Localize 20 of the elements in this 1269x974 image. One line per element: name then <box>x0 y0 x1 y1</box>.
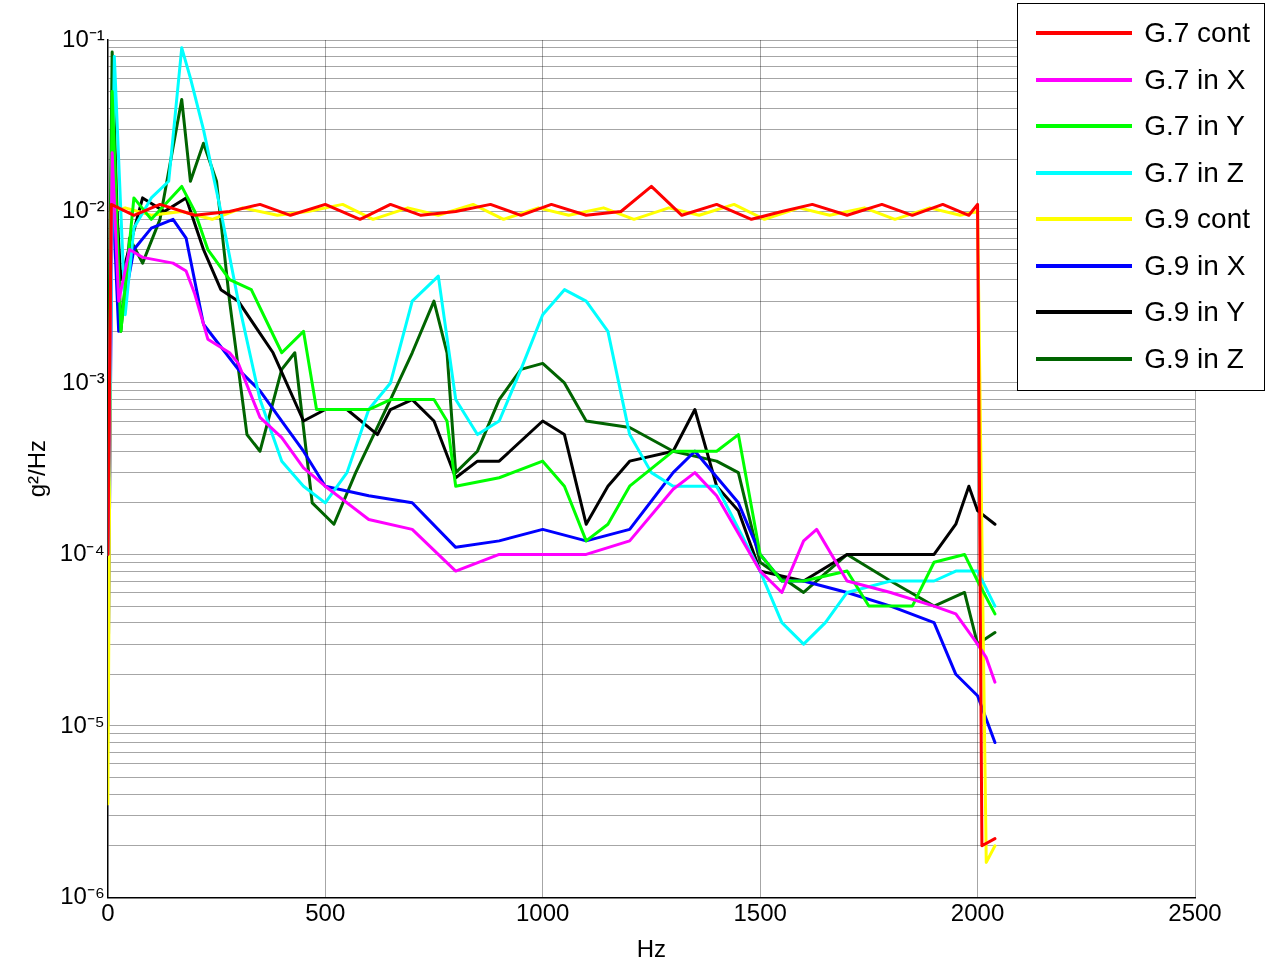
legend-label: G.9 in Y <box>1144 296 1245 329</box>
legend-label: G.7 in Y <box>1144 110 1245 143</box>
x-tick-label: 1500 <box>733 899 787 927</box>
legend-label: G.7 in X <box>1144 63 1246 96</box>
legend-label: G.9 cont <box>1144 203 1250 236</box>
y-tick-label: 10⁻² <box>62 196 105 224</box>
y-tick-label: 10⁻³ <box>62 367 105 395</box>
x-tick-label: 2000 <box>950 899 1005 927</box>
y-axis-title: g²/Hz <box>23 440 51 498</box>
y-tick-label: 10⁻¹ <box>62 24 105 52</box>
legend-label: G.7 cont <box>1144 17 1250 50</box>
legend-label: G.7 in Z <box>1144 156 1244 189</box>
y-tick-label: 10⁻⁵ <box>60 710 105 738</box>
x-tick-label: 1000 <box>515 899 570 927</box>
legend-label: G.9 in X <box>1144 249 1246 282</box>
x-tick-label: 2500 <box>1168 899 1222 927</box>
x-tick-label: 500 <box>305 899 346 927</box>
y-tick-label: 10⁻⁴ <box>59 539 105 567</box>
x-axis-title: Hz <box>636 935 667 963</box>
legend-label: G.9 in Z <box>1144 342 1244 375</box>
